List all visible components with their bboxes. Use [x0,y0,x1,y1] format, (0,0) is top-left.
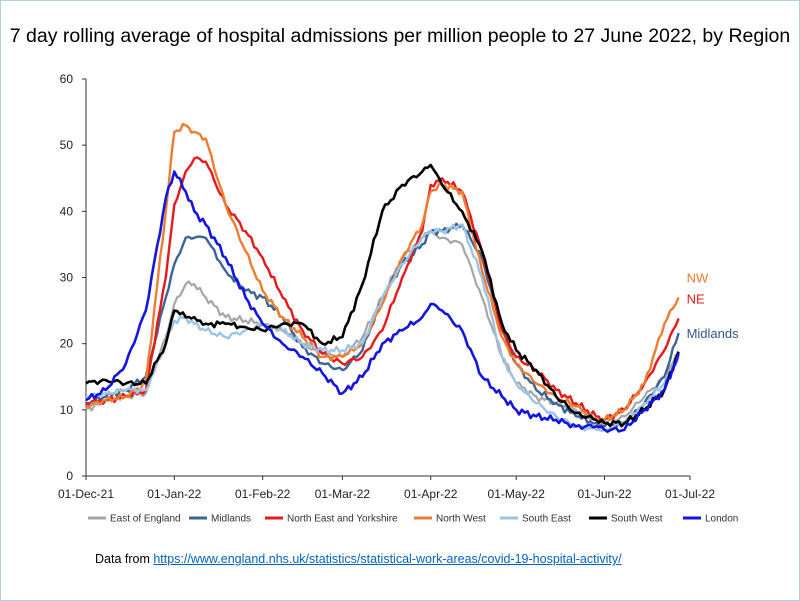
x-tick-labels: 01-Dec-21 01-Jan-22 01-Feb-22 01-Mar-22 01-A… [58,476,715,501]
x-tick-label: 01-Apr-22 [404,487,458,501]
data-source-note: Data from https://www.england.nhs.uk/sta… [95,552,622,566]
end-labels: NW NE Midlands [687,271,740,342]
legend: East of England Midlands North East and Yo… [88,514,738,525]
legend-label: South West [611,514,663,525]
x-tick-label: 01-May-22 [488,487,546,501]
end-label-midlands: Midlands [687,326,740,341]
data-source-link[interactable]: https://www.england.nhs.uk/statistics/st… [153,552,622,566]
series-line-south-west [85,163,680,428]
legend-label: London [705,514,738,525]
y-tick-label: 0 [66,469,73,483]
legend-label: South East [522,514,571,525]
y-tick-label: 10 [60,403,74,417]
legend-label: North West [436,514,486,525]
series-line-north-east-and-yorkshire [86,156,680,424]
series-line-north-west [85,122,680,425]
end-label-ne: NE [687,292,705,307]
series-lines [85,122,680,433]
legend-label: Midlands [211,514,251,525]
x-tick-label: 01-Jul-22 [665,487,715,501]
x-tick-label: 01-Jan-22 [147,487,201,501]
x-tick-label: 01-Mar-22 [315,487,371,501]
data-source-prefix: Data from [95,552,154,566]
legend-label: North East and Yorkshire [287,514,398,525]
legend-label: East of England [110,514,181,525]
x-tick-label: 01-Jun-22 [578,487,632,501]
y-tick-label: 40 [60,204,74,218]
y-tick-labels: 0 10 20 30 40 50 60 [60,72,86,483]
y-tick-label: 60 [60,72,74,86]
y-tick-label: 30 [60,271,74,285]
y-tick-label: 50 [60,138,74,152]
end-label-nw: NW [687,271,709,286]
series-line-london [85,170,680,433]
y-tick-label: 20 [60,337,74,351]
x-tick-label: 01-Feb-22 [235,487,291,501]
chart-title: 7 day rolling average of hospital admiss… [9,25,791,47]
series-line-midlands [85,222,680,429]
x-tick-label: 01-Dec-21 [58,487,114,501]
